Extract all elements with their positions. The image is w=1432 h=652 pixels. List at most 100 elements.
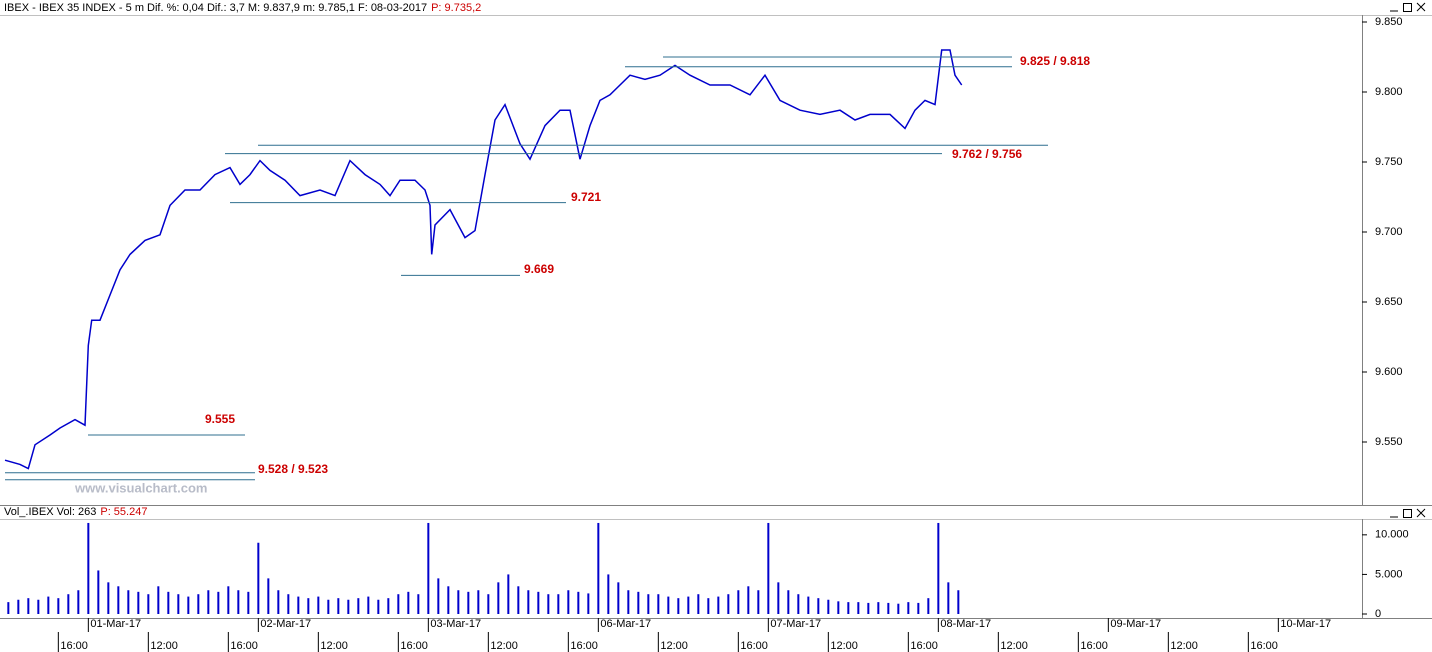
volume-bar xyxy=(27,598,30,614)
volume-bar xyxy=(927,598,930,614)
x-tick-label: 16:00 xyxy=(570,640,598,652)
volume-bar xyxy=(37,599,40,614)
x-tick-label: 12:00 xyxy=(490,640,518,652)
volume-bar xyxy=(387,598,390,614)
volume-bar xyxy=(827,599,830,614)
volume-bar xyxy=(307,598,310,614)
volume-bar xyxy=(417,594,420,614)
level-label: 9.721 xyxy=(571,190,601,204)
volume-bar xyxy=(567,590,570,614)
volume-bar xyxy=(147,594,150,614)
volume-bar xyxy=(357,598,360,614)
y-tick-label: 9.800 xyxy=(1375,86,1403,98)
volume-bar xyxy=(547,594,550,614)
x-tick-label: 12:00 xyxy=(1170,640,1198,652)
price-line xyxy=(4,49,963,470)
y-tick-label: 9.850 xyxy=(1375,16,1403,28)
y-tick-label: 9.750 xyxy=(1375,156,1403,168)
volume-bar xyxy=(67,594,70,614)
volume-bar xyxy=(757,590,760,614)
volume-bar xyxy=(317,596,320,614)
date-label: 02-Mar-17 xyxy=(260,618,311,630)
date-label: 08-Mar-17 xyxy=(940,618,991,630)
volume-bar xyxy=(517,586,520,614)
volume-bar xyxy=(747,586,750,614)
date-label: 03-Mar-17 xyxy=(430,618,481,630)
volume-bar xyxy=(907,602,910,614)
x-tick-label: 12:00 xyxy=(660,640,688,652)
volume-bar xyxy=(627,590,630,614)
volume-bar xyxy=(177,594,180,614)
volume-bar xyxy=(527,590,530,614)
volume-bar xyxy=(7,602,10,614)
volume-bar xyxy=(587,593,590,614)
volume-bar xyxy=(217,591,220,614)
volume-bar xyxy=(617,582,620,614)
volume-bar xyxy=(657,594,660,614)
level-label: 9.528 / 9.523 xyxy=(258,462,328,476)
date-label: 01-Mar-17 xyxy=(90,618,141,630)
x-tick-label: 12:00 xyxy=(150,640,178,652)
volume-bar xyxy=(127,590,130,614)
volume-bar xyxy=(777,582,780,614)
y-tick-label: 9.700 xyxy=(1375,226,1403,238)
level-label: 9.762 / 9.756 xyxy=(952,147,1022,161)
x-tick-label: 16:00 xyxy=(1250,640,1278,652)
volume-bar xyxy=(157,586,160,614)
volume-bar xyxy=(867,602,870,614)
volume-bar xyxy=(637,591,640,614)
volume-bar xyxy=(447,586,450,614)
volume-bar xyxy=(97,570,100,614)
volume-bar xyxy=(687,596,690,614)
volume-bar xyxy=(717,596,720,614)
x-tick-label: 12:00 xyxy=(830,640,858,652)
volume-bar xyxy=(557,594,560,614)
date-label: 07-Mar-17 xyxy=(770,618,821,630)
volume-bar xyxy=(607,574,610,614)
volume-bar xyxy=(677,598,680,614)
volume-bar xyxy=(17,599,20,614)
volume-bar xyxy=(167,591,170,614)
volume-bar xyxy=(187,596,190,614)
volume-header: Vol_.IBEX Vol: 263 P: 55.247 xyxy=(4,506,147,518)
volume-bar xyxy=(957,590,960,614)
volume-bar xyxy=(487,594,490,614)
volume-bar xyxy=(197,594,200,614)
volume-bar xyxy=(427,522,430,614)
date-label: 10-Mar-17 xyxy=(1280,618,1331,630)
window-buttons xyxy=(1390,2,1426,518)
volume-bar xyxy=(237,590,240,614)
volume-bar xyxy=(207,590,210,614)
volume-bar xyxy=(817,598,820,614)
volume-bar xyxy=(437,578,440,614)
volume-bar xyxy=(137,591,140,614)
volume-bar xyxy=(467,591,470,614)
volume-bar xyxy=(47,596,50,614)
volume-bar xyxy=(407,591,410,614)
volume-bar xyxy=(507,574,510,614)
volume-bar xyxy=(667,596,670,614)
y-tick-label: 0 xyxy=(1375,608,1381,620)
volume-bar xyxy=(347,599,350,614)
level-label: 9.669 xyxy=(524,262,554,276)
volume-bar xyxy=(647,594,650,614)
close-button[interactable] xyxy=(1416,2,1426,12)
header-title: IBEX - IBEX 35 INDEX - 5 m Dif. %: 0,04 … xyxy=(4,2,481,14)
y-tick-label: 9.650 xyxy=(1375,296,1403,308)
volume-bar xyxy=(857,602,860,614)
volume-bar xyxy=(247,591,250,614)
volume-bar xyxy=(897,603,900,614)
maximize-button[interactable] xyxy=(1403,3,1412,12)
x-tick-label: 16:00 xyxy=(1080,640,1108,652)
volume-bar xyxy=(457,590,460,614)
volume-bar xyxy=(877,602,880,614)
volume-bar xyxy=(227,586,230,614)
volume-bar xyxy=(117,586,120,614)
maximize-button[interactable] xyxy=(1403,509,1412,518)
close-button[interactable] xyxy=(1416,508,1426,518)
volume-bar xyxy=(797,594,800,614)
volume-bar xyxy=(57,598,60,614)
volume-bar xyxy=(77,590,80,614)
